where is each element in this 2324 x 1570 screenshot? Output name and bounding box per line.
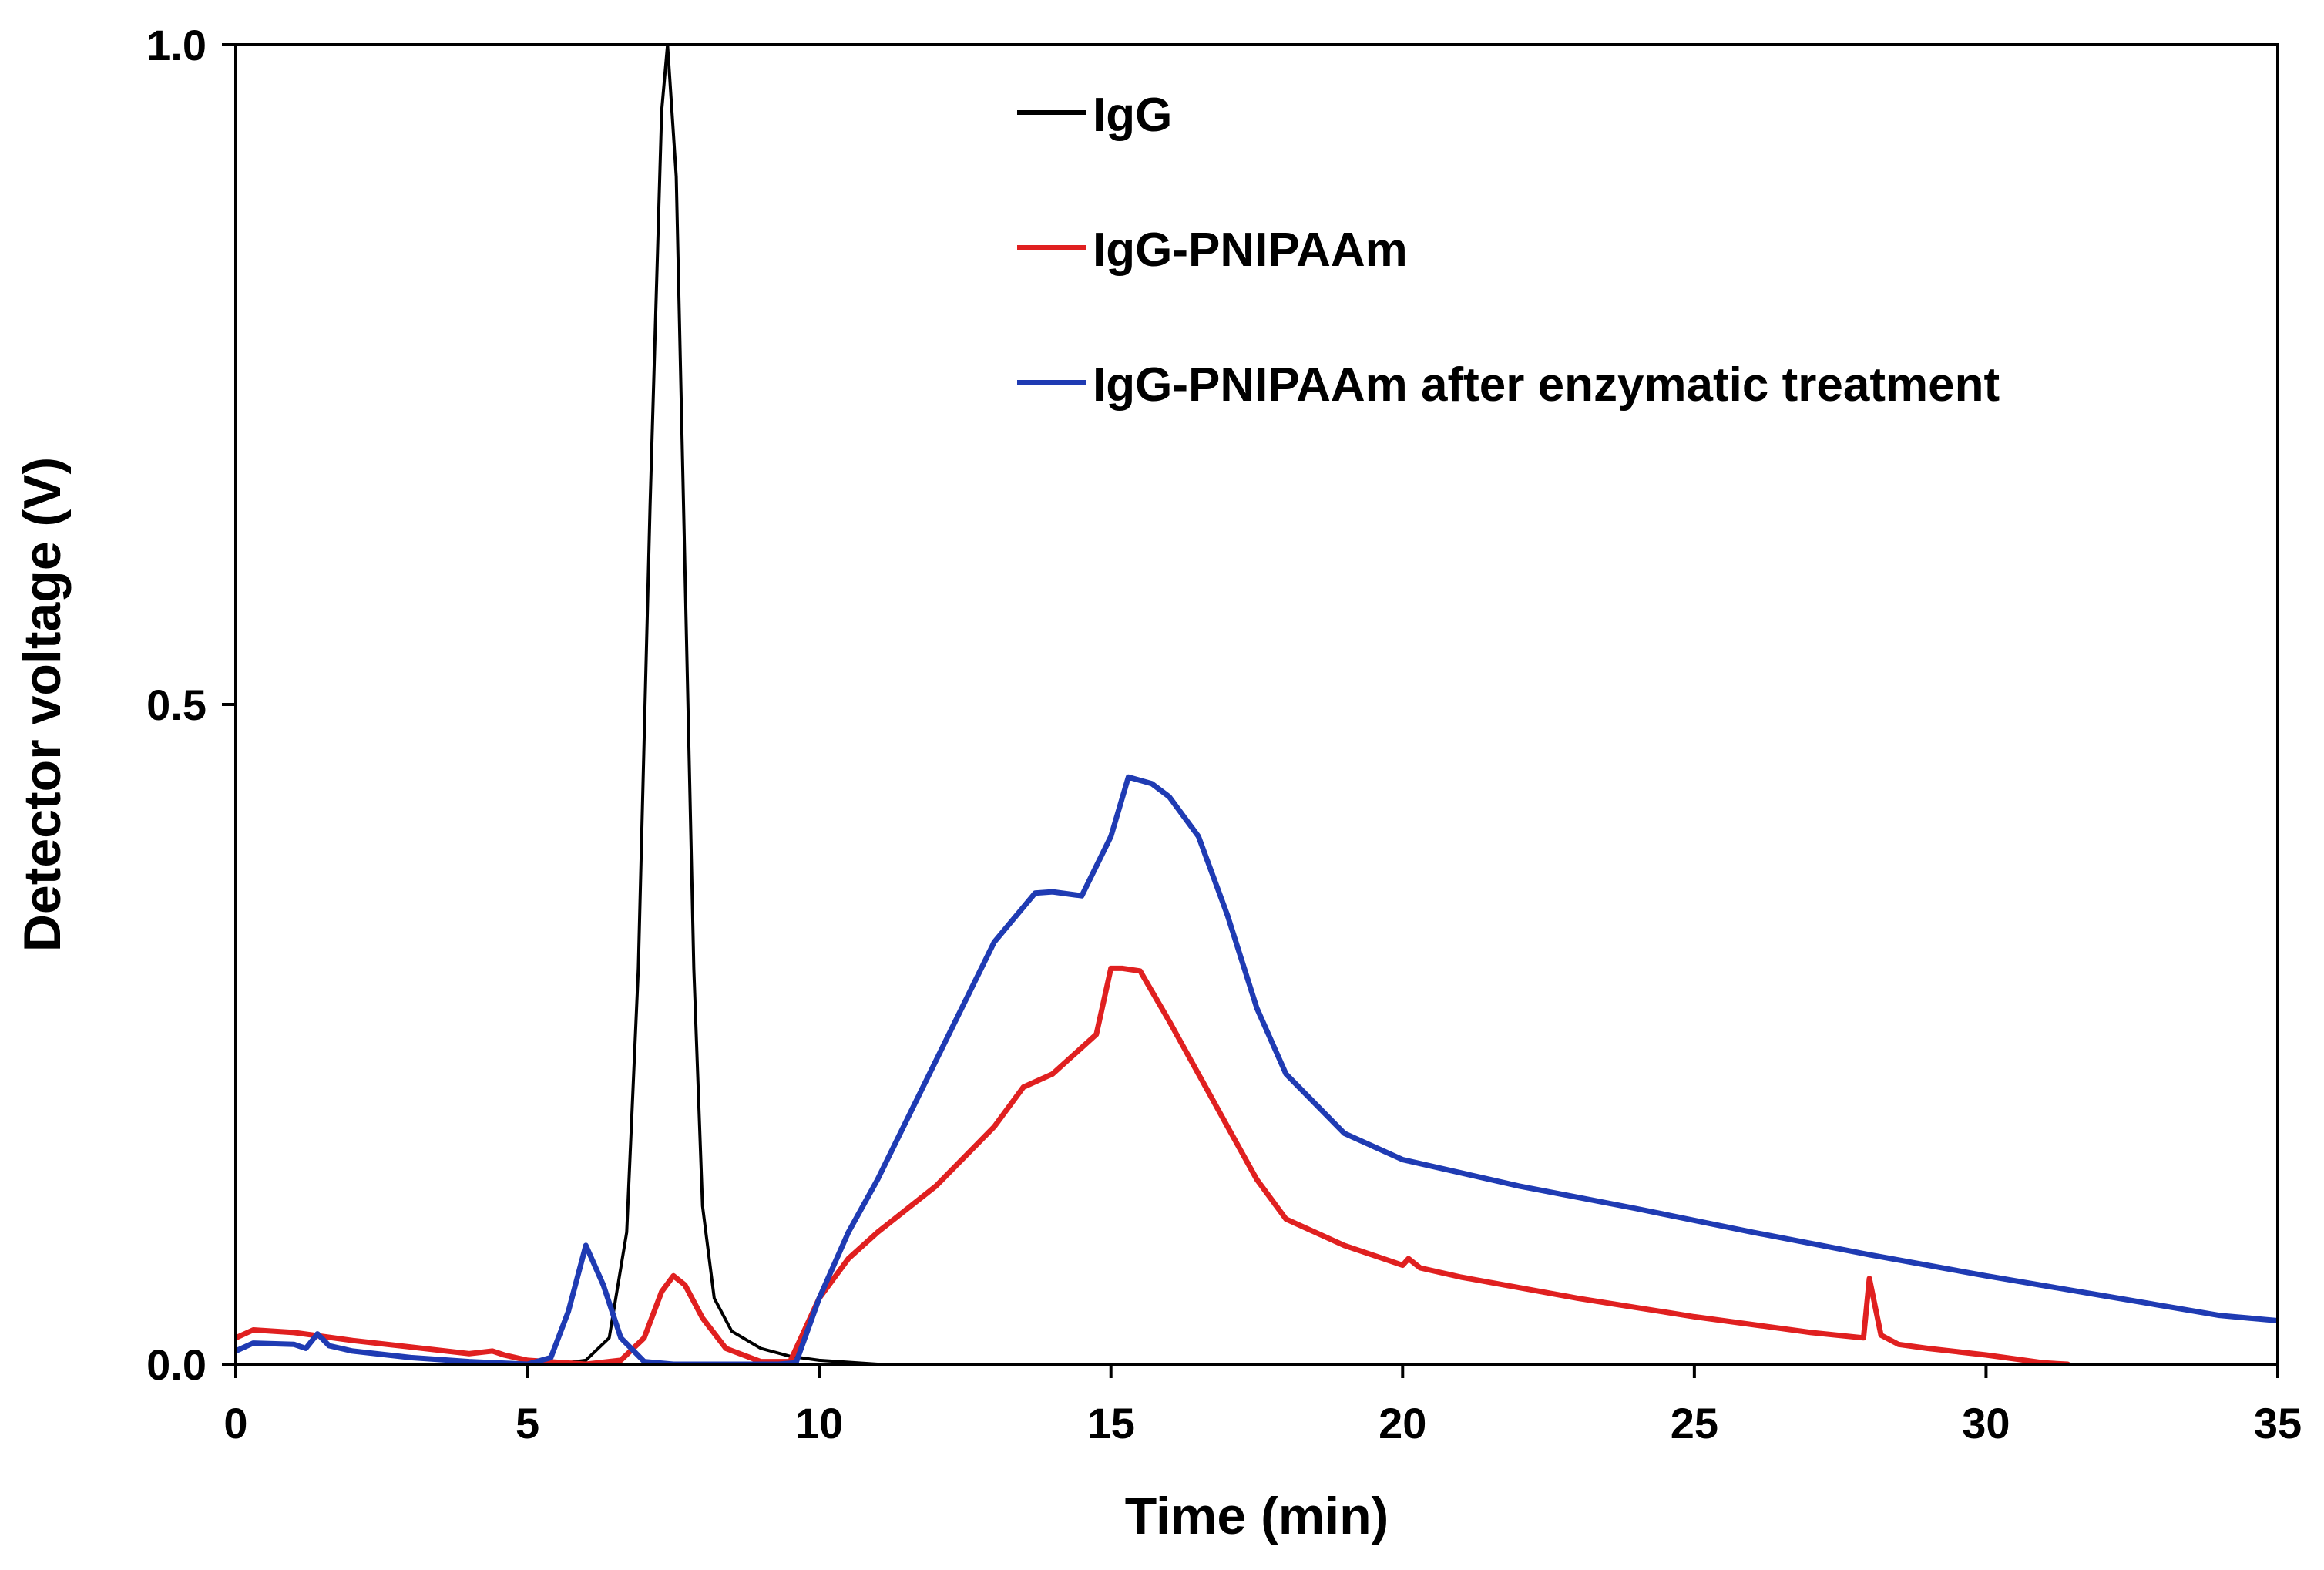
x-tick-label: 30: [1962, 1399, 2010, 1447]
series-line-igg-pnipaam: [236, 965, 2070, 1364]
x-tick-label: 5: [516, 1399, 539, 1447]
x-axis-label: Time (min): [1125, 1487, 1389, 1545]
ticks-layer: 0 5 10 15 20 25 30 35 0.0 0.5 1.0: [146, 21, 2302, 1447]
y-tick-label: 1.0: [146, 21, 207, 69]
x-tick-label: 15: [1087, 1399, 1135, 1447]
x-tick-label: 0: [223, 1399, 247, 1447]
legend: IgG IgG-PNIPAAm IgG-PNIPAAm after enzyma…: [1017, 89, 2000, 412]
y-tick-label: 0.0: [146, 1340, 207, 1389]
series-layer: [236, 43, 2278, 1364]
legend-label-igg: IgG: [1093, 89, 1172, 142]
series-line-igg-pnipaam-after-enzymatic-treatment: [236, 774, 2278, 1364]
y-tick-label: 0.5: [146, 681, 207, 729]
x-tick-label: 20: [1379, 1399, 1426, 1447]
series-line-igg: [236, 43, 2278, 1364]
x-tick-label: 10: [795, 1399, 843, 1447]
y-axis-label: Detector voltage (V): [13, 457, 72, 952]
legend-label-igg-pnipaam: IgG-PNIPAAm: [1093, 224, 1408, 277]
legend-label-igg-pnipaam-enzymatic: IgG-PNIPAAm after enzymatic treatment: [1093, 358, 2000, 412]
x-tick-label: 25: [1671, 1399, 1718, 1447]
x-tick-label: 35: [2254, 1399, 2302, 1447]
